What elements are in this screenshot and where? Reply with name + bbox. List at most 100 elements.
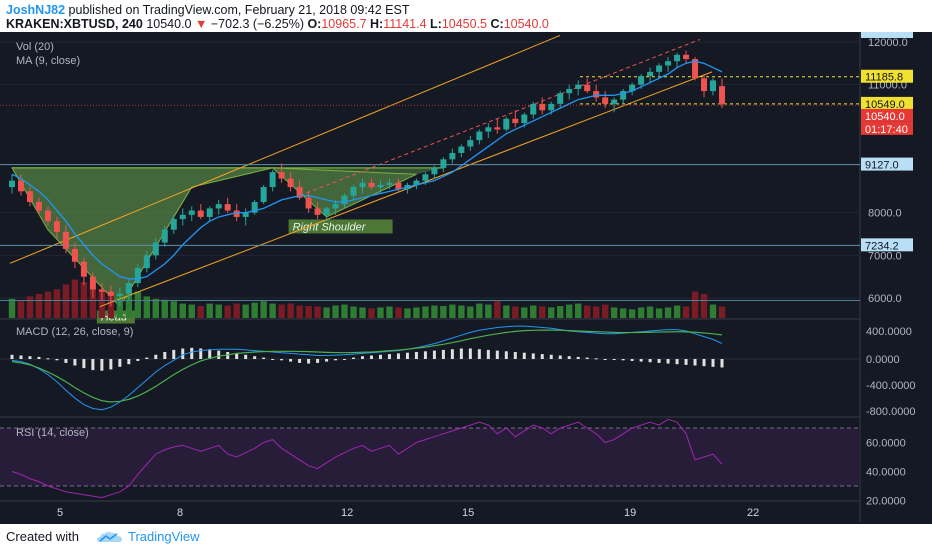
macd-histogram-bar xyxy=(271,359,275,360)
volume-bar xyxy=(646,306,654,318)
price-tag-label: 10549.0 xyxy=(865,99,905,111)
pattern-neck-area xyxy=(272,167,444,175)
volume-bar xyxy=(637,307,645,318)
macd-histogram-bar xyxy=(459,348,463,359)
macd-histogram-bar xyxy=(504,351,508,359)
volume-bar xyxy=(71,279,79,318)
macd-histogram-bar xyxy=(702,359,706,367)
tradingview-brand[interactable]: TradingView xyxy=(128,529,200,544)
candle-body xyxy=(485,127,492,132)
volume-bar xyxy=(197,306,204,318)
volume-bar xyxy=(359,307,366,318)
right-shoulder-label: Right Shoulder xyxy=(293,221,367,233)
volume-bar xyxy=(691,291,699,318)
volume-bar xyxy=(35,294,43,318)
candle-body xyxy=(719,86,725,105)
candle-body xyxy=(638,76,645,85)
rsi-pane xyxy=(0,418,860,499)
candle-body xyxy=(656,65,663,72)
chart-header: JoshNJ82 published on TradingView.com, F… xyxy=(0,0,932,32)
candle-body xyxy=(251,202,258,213)
volume-bar xyxy=(601,304,609,318)
volume-bar xyxy=(341,304,348,318)
volume-bar xyxy=(251,302,258,318)
price-tag-label: 7234.2 xyxy=(865,240,899,252)
volume-bar xyxy=(575,303,582,318)
candle-body xyxy=(269,172,276,188)
volume-bar xyxy=(718,306,726,318)
volume-bar xyxy=(215,304,222,318)
pane-labels: Vol (20) MA (9, close) MACD (12, 26, close… xyxy=(16,41,133,439)
macd-histogram-bar xyxy=(540,354,544,359)
macd-histogram-bar xyxy=(585,357,589,359)
candle-body xyxy=(17,180,24,192)
macd-histogram-bar xyxy=(190,347,194,359)
candle-body xyxy=(503,118,510,130)
volume-bar xyxy=(386,306,393,318)
macd-histogram-bar xyxy=(486,349,490,359)
macd-histogram-bar xyxy=(441,349,445,359)
macd-histogram-bar xyxy=(100,359,104,371)
candle-body xyxy=(98,289,105,292)
time-tick-label: 12 xyxy=(341,507,353,519)
volume-bar xyxy=(485,304,492,318)
macd-histogram-bar xyxy=(46,358,50,360)
low-value: 10450.5 xyxy=(441,17,488,31)
volume-bar xyxy=(440,306,447,318)
volume-bar xyxy=(476,303,483,318)
rsi-tick-label: 20.0000 xyxy=(866,496,906,508)
macd-histogram-bar xyxy=(594,358,598,360)
volume-bar xyxy=(233,303,240,318)
macd-histogram-bar xyxy=(657,359,661,363)
volume-bar xyxy=(512,306,519,318)
volume-bar xyxy=(44,291,52,318)
symbol-label[interactable]: KRAKEN:XBTUSD, 240 xyxy=(6,17,143,31)
chart-canvas[interactable]: HeadRight Shoulder 6000.07000.08000.0110… xyxy=(0,32,932,524)
candle-body xyxy=(674,54,681,62)
candle-body xyxy=(377,184,384,188)
macd-histogram-bar xyxy=(432,350,436,359)
candle-body xyxy=(143,255,150,269)
candle-body xyxy=(35,202,42,211)
macd-histogram-bar xyxy=(621,359,625,361)
macd-histogram-bar xyxy=(226,352,230,359)
candle-body xyxy=(350,187,357,196)
candle-body xyxy=(323,208,330,215)
candle-body xyxy=(152,242,159,256)
rsi-band xyxy=(0,428,860,486)
candle-body xyxy=(440,159,447,168)
candle-body xyxy=(179,214,186,220)
candle-body xyxy=(611,99,618,104)
rsi-tick-label: 40.0000 xyxy=(866,467,906,479)
candle-body xyxy=(197,210,204,217)
macd-histogram-bar xyxy=(666,359,670,364)
candle-body xyxy=(575,84,582,89)
grid-lines xyxy=(0,32,861,522)
volume-bar xyxy=(224,305,231,318)
candle-body xyxy=(116,293,123,296)
macd-histogram-bar xyxy=(145,357,149,359)
volume-bar xyxy=(610,307,618,318)
volume-bar xyxy=(395,307,402,318)
macd-histogram-bar xyxy=(495,350,499,359)
author-link[interactable]: JoshNJ82 xyxy=(6,3,66,17)
volume-bar xyxy=(8,298,16,318)
macd-histogram-bar xyxy=(55,359,59,361)
candle-body xyxy=(431,167,438,175)
macd-histogram-bar xyxy=(396,353,400,359)
time-tick-label: 15 xyxy=(462,507,474,519)
candle-body xyxy=(467,140,474,147)
close-value: 10540.0 xyxy=(503,17,549,31)
macd-histogram-bar xyxy=(109,359,113,370)
candle-body xyxy=(476,131,483,141)
macd-histogram-bar xyxy=(19,355,23,359)
macd-histogram-bar xyxy=(298,359,302,363)
macd-histogram-bar xyxy=(28,356,32,359)
macd-histogram-bar xyxy=(468,348,472,359)
macd-tick-label: 400.0000 xyxy=(866,326,912,338)
change-down-icon: ▼ xyxy=(195,17,208,31)
volume-bar xyxy=(368,308,375,318)
macd-histogram-bar xyxy=(477,349,481,359)
macd-histogram-bar xyxy=(163,352,167,359)
price-tag-bg xyxy=(861,157,913,171)
